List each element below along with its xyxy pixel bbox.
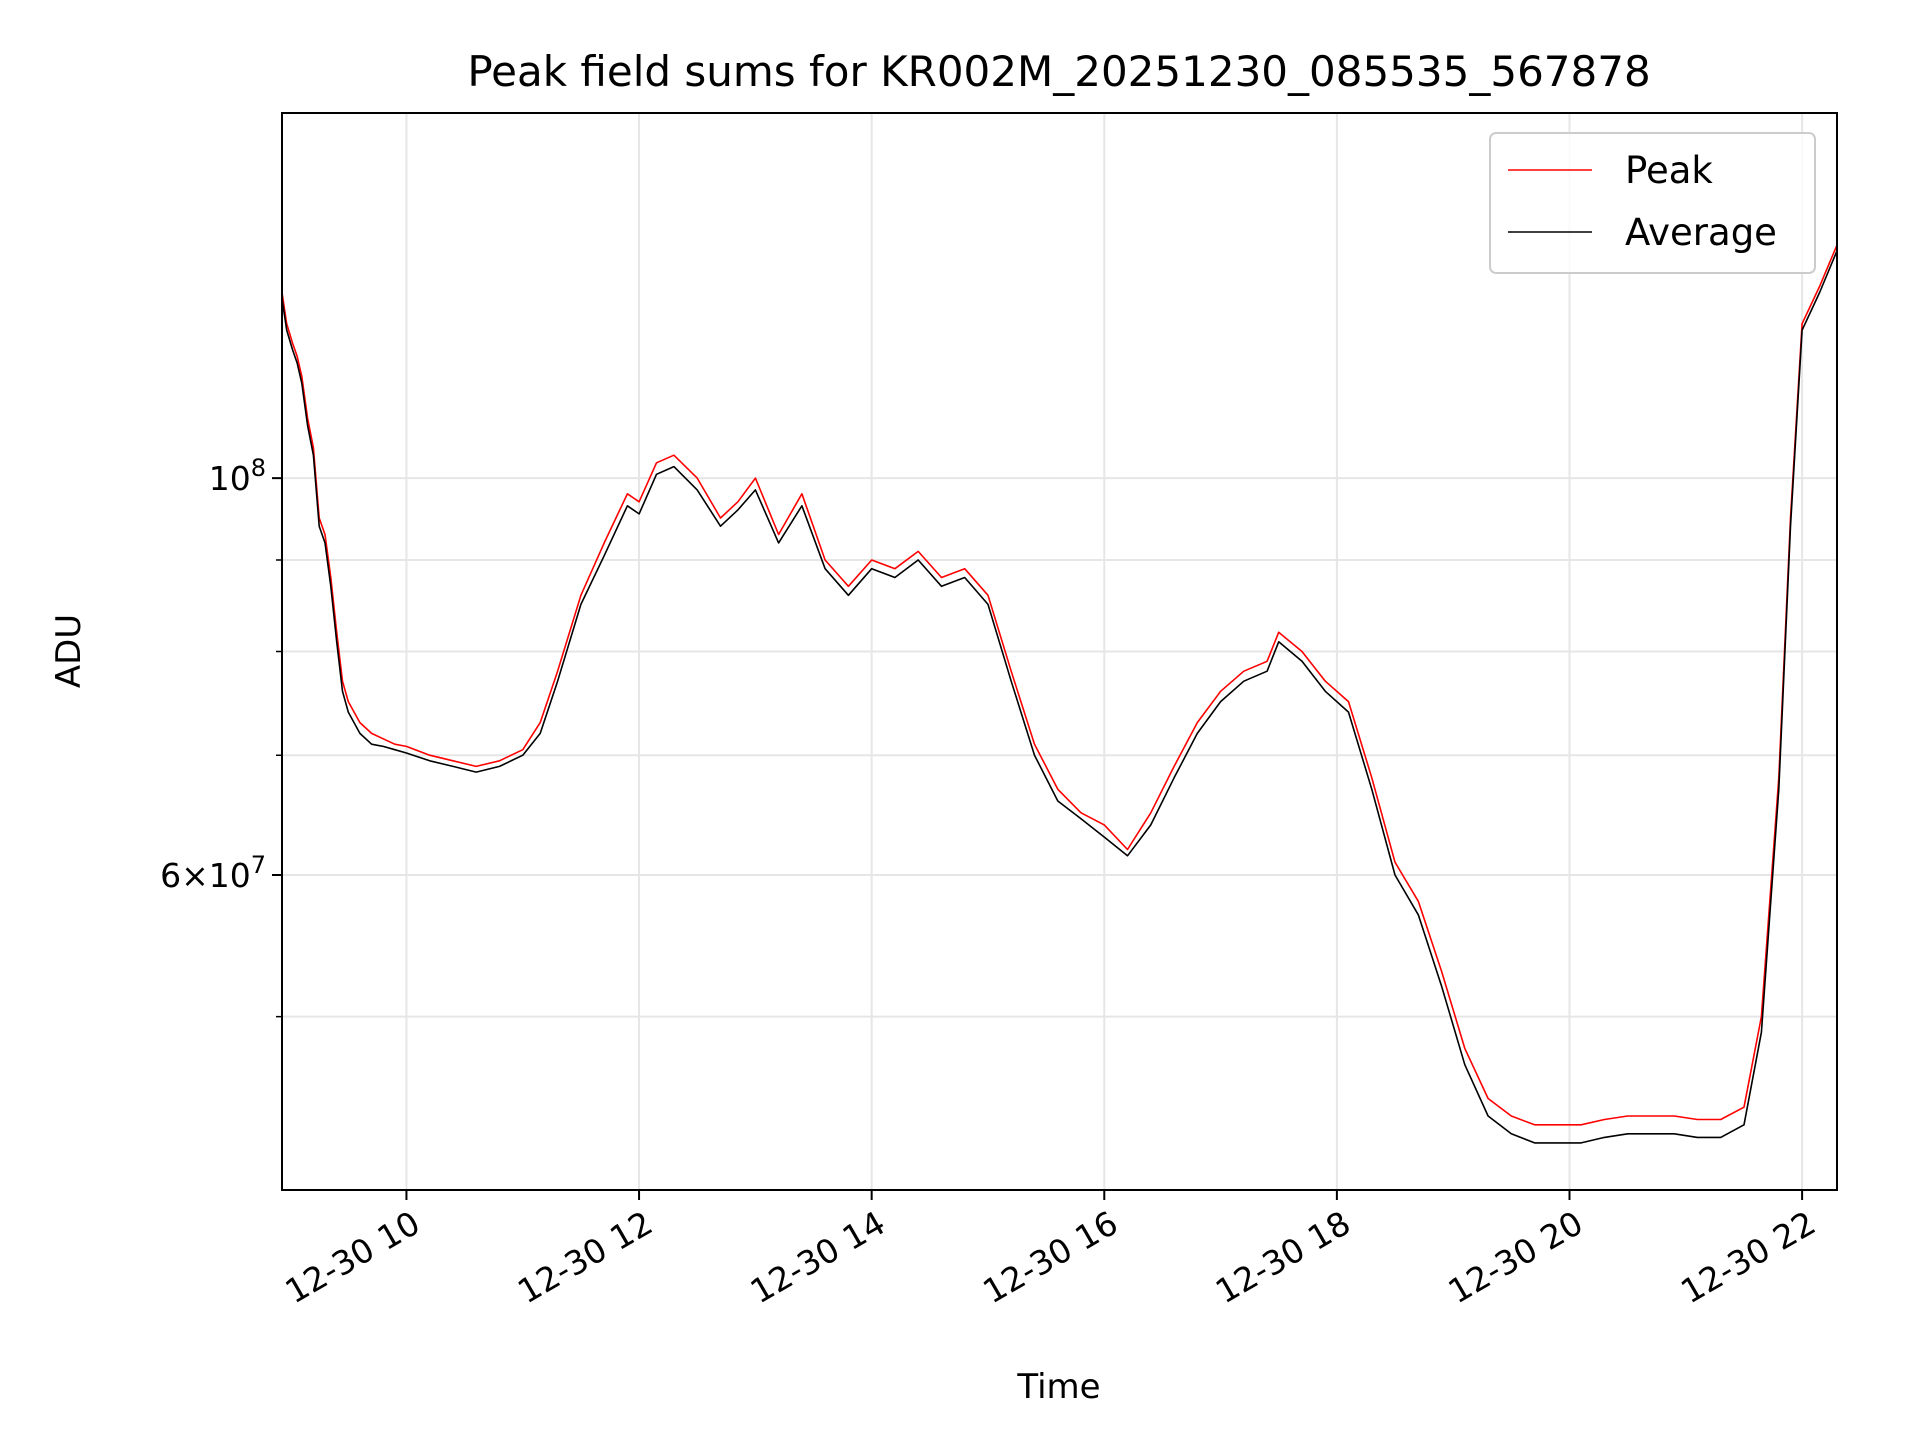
series-layer — [282, 244, 1837, 1144]
legend-label-average: Average — [1625, 211, 1777, 254]
y-tick-label: 6×107 — [160, 851, 266, 895]
y-tick-label: 108 — [209, 454, 266, 498]
y-axis-label: ADU — [49, 614, 89, 688]
x-axis-label: Time — [1016, 1367, 1100, 1407]
grid — [282, 113, 1837, 1190]
series-line-average — [282, 250, 1837, 1144]
y-axis-ticks: 6×107 108 — [160, 454, 282, 1018]
legend-box — [1489, 132, 1816, 274]
chart-title: Peak field sums for KR002M_20251230_0855… — [467, 47, 1650, 96]
series-line-peak — [282, 244, 1837, 1126]
legend-label-peak: Peak — [1625, 149, 1713, 192]
legend: Peak Average — [1489, 132, 1816, 274]
